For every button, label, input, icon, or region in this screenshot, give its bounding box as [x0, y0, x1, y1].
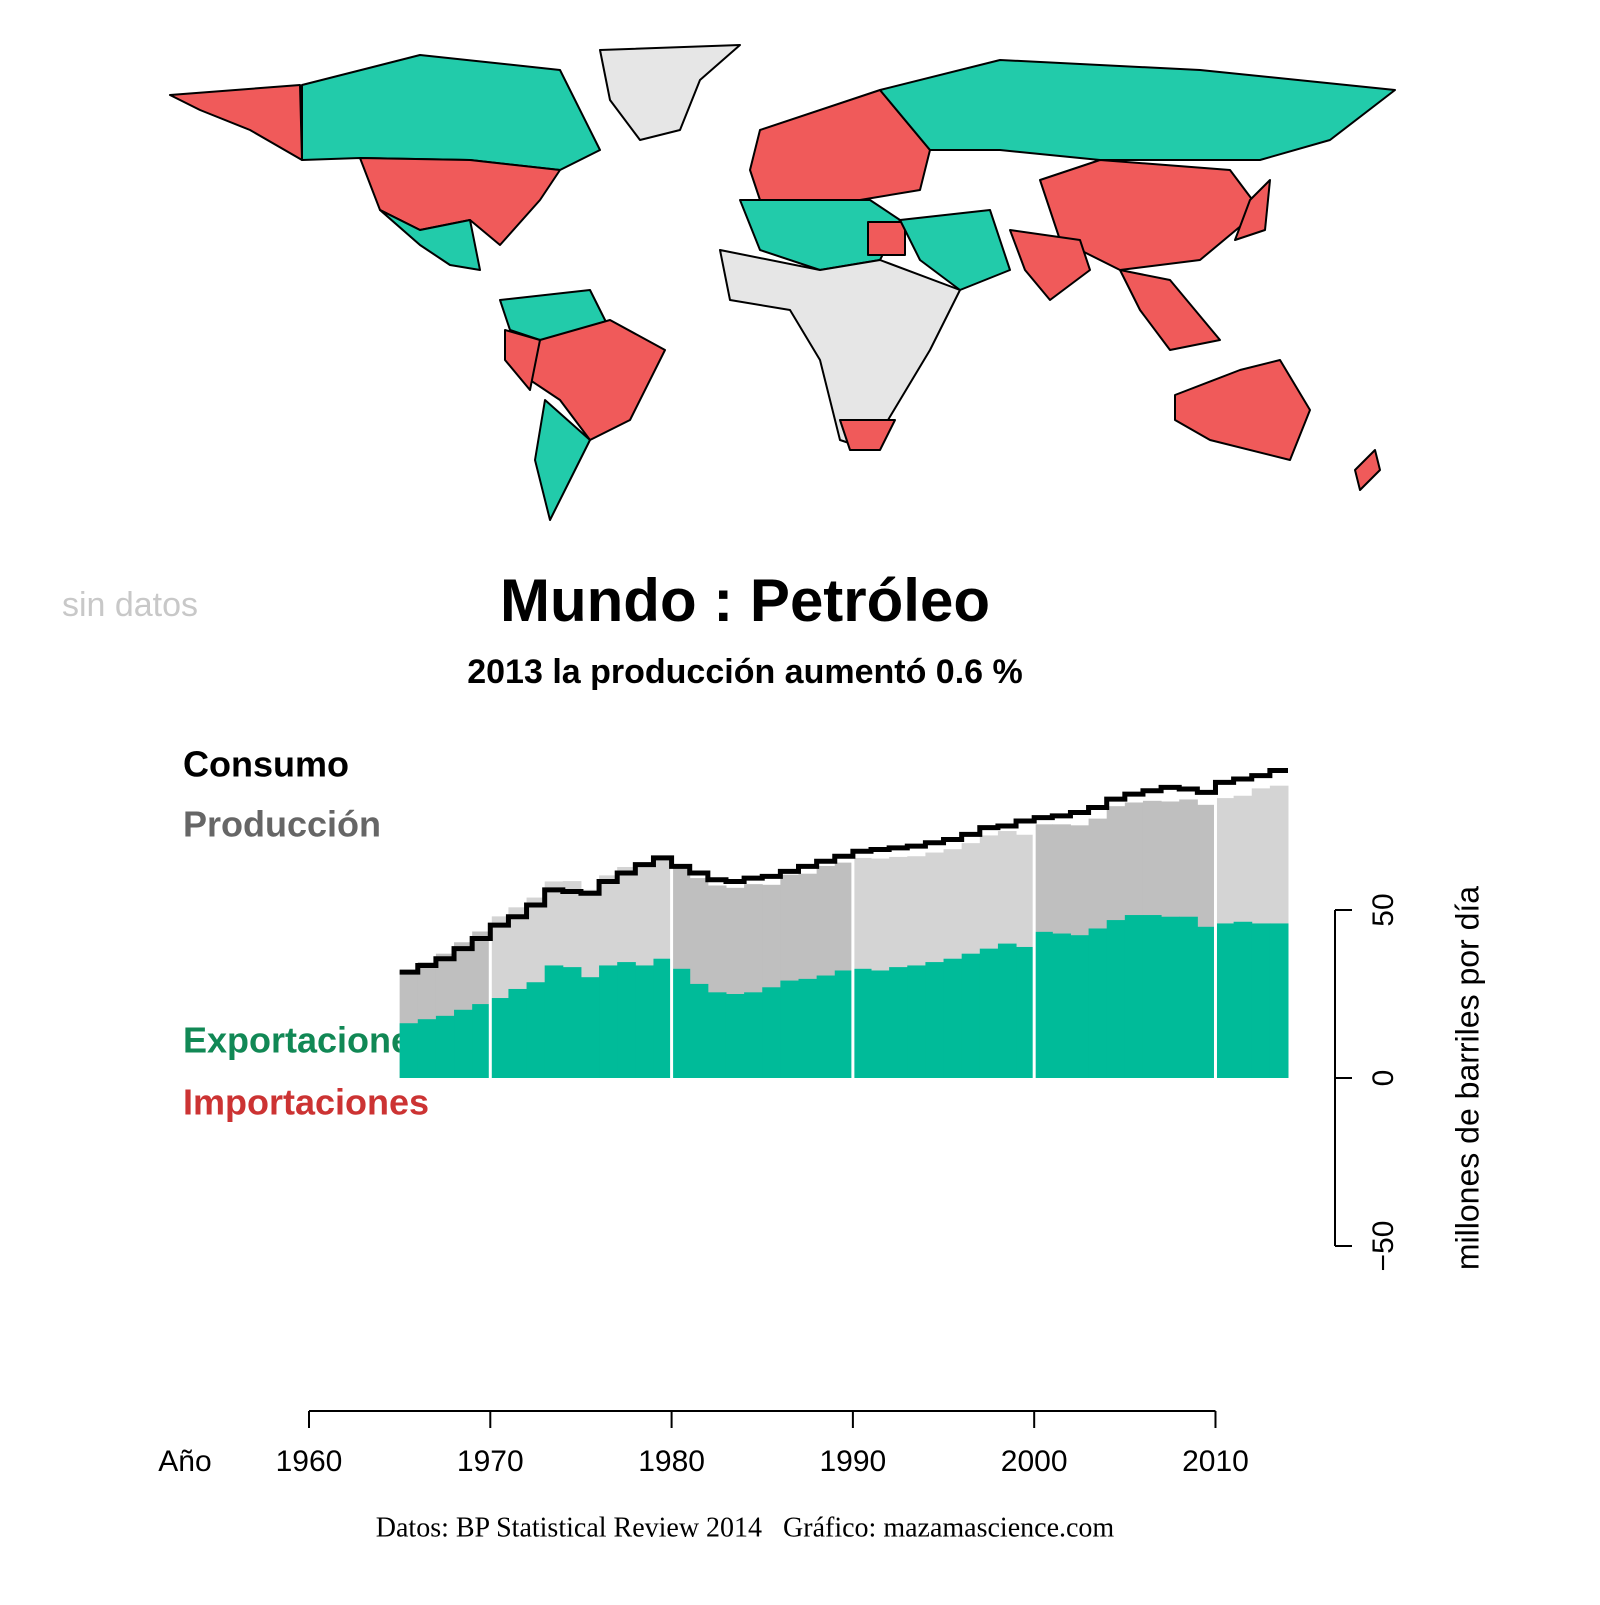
egypt: [867, 221, 906, 256]
exports-bar: [599, 965, 618, 1078]
exports-bar: [399, 1023, 419, 1078]
exports-bar: [997, 943, 1017, 1078]
exports-bar: [780, 980, 799, 1078]
exports-bar: [617, 962, 636, 1078]
argentina: [534, 399, 591, 521]
exports-bar: [635, 965, 654, 1078]
exports-bar: [1124, 915, 1144, 1078]
exports-bar: [1070, 935, 1090, 1078]
canada: [301, 54, 601, 171]
middle-east: [899, 209, 1011, 291]
legend-entry: Producción: [183, 804, 381, 845]
x-tick-label: 1960: [276, 1445, 343, 1478]
exports-bar: [1142, 915, 1162, 1078]
japan: [1234, 179, 1271, 241]
mexico: [379, 209, 481, 271]
exports-bar: [1052, 933, 1071, 1078]
exports-bar: [816, 975, 836, 1078]
exports-bar: [1251, 923, 1271, 1078]
x-tick-label: 1980: [638, 1445, 705, 1478]
exports-bar: [490, 998, 509, 1078]
y-tick-label: 0: [1367, 1070, 1400, 1087]
exports-bar: [689, 983, 709, 1078]
x-tick-label: 2000: [1001, 1445, 1068, 1478]
exports-bar: [417, 1019, 437, 1078]
consumption-line: [399, 768, 1288, 975]
exports-bar: [871, 970, 890, 1078]
exports-bar: [1106, 920, 1126, 1078]
south-africa: [839, 419, 896, 451]
exports-bar: [943, 958, 963, 1078]
exports-bar: [889, 967, 908, 1078]
exports-bar: [744, 992, 763, 1078]
exports-bar: [435, 1015, 455, 1078]
exports-bar: [925, 962, 945, 1078]
exports-bar: [544, 965, 564, 1078]
world-map: [169, 44, 1396, 521]
y-tick-label: −50: [1367, 1221, 1400, 1272]
x-axis-label: Año: [158, 1445, 211, 1478]
exports-bar: [834, 970, 854, 1078]
x-tick-label: 2010: [1182, 1445, 1249, 1478]
exports-bar: [526, 982, 546, 1078]
exports-bar: [907, 965, 926, 1078]
exports-bar: [580, 977, 600, 1078]
exports-bar: [979, 948, 999, 1078]
alaska: [169, 84, 303, 161]
exports-bar: [1233, 921, 1253, 1078]
x-tick-label: 1970: [457, 1445, 524, 1478]
legend-entry: Exportaciones: [183, 1020, 431, 1061]
y-tick-label: 50: [1367, 893, 1400, 926]
y-axis-label: millones de barriles por día: [1449, 886, 1485, 1270]
exports-bar: [1215, 923, 1235, 1078]
exports-bar: [1179, 916, 1198, 1078]
exports-bar: [1016, 946, 1035, 1078]
exports-bar: [707, 992, 727, 1078]
exports-bar: [798, 978, 818, 1078]
exports-bar: [508, 988, 528, 1078]
legend-entry: Consumo: [183, 744, 349, 785]
russia: [879, 59, 1396, 161]
exports-bar: [1197, 926, 1216, 1078]
exports-bar: [454, 1009, 473, 1078]
exports-bar: [961, 953, 981, 1078]
exports-bar: [1088, 928, 1108, 1078]
exports-bar: [725, 994, 745, 1078]
exports-bar: [1161, 916, 1180, 1078]
exports-bar: [852, 968, 872, 1078]
source-note: Datos: BP Statistical Review 2014 Gráfic…: [376, 1512, 1115, 1543]
exports-bar: [1269, 923, 1289, 1078]
exports-bar: [472, 1004, 491, 1078]
exports-bar: [653, 958, 673, 1078]
x-tick-label: 1990: [820, 1445, 887, 1478]
chart-subtitle: 2013 la producción aumentó 0.6 %: [467, 653, 1023, 691]
exports-bar: [762, 987, 781, 1078]
exports-bar: [671, 968, 691, 1078]
exports-bar: [562, 967, 582, 1078]
india: [1009, 229, 1091, 301]
chart-title: Mundo : Petróleo: [500, 567, 990, 634]
peru: [504, 329, 541, 391]
australia: [1174, 359, 1311, 461]
brazil: [529, 319, 666, 441]
greenland: [599, 44, 741, 141]
no-data-label: sin datos: [62, 586, 198, 624]
legend-entry: Importaciones: [183, 1082, 429, 1123]
new-zealand: [1354, 449, 1381, 491]
exports-bar: [1034, 931, 1053, 1078]
southeast-asia: [1119, 269, 1221, 351]
